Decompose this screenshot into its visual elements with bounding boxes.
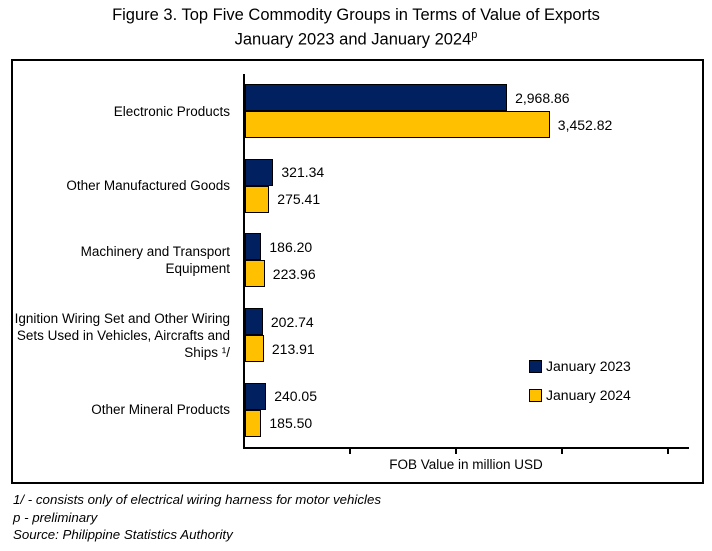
bar-group-electronic-products: Electronic Products 2,968.86 3,452.82 [13, 74, 702, 149]
bar-jan2024 [245, 185, 270, 213]
footnote-source: Source: Philippine Statistics Authority [13, 527, 233, 542]
bar-value-label: 240.05 [274, 388, 318, 405]
footnote-wiring: 1/ - consists only of electrical wiring … [13, 492, 382, 507]
legend-label: January 2024 [546, 387, 631, 403]
legend: January 2023 January 2024 [529, 358, 631, 416]
chart-title-superscript: p [471, 29, 478, 41]
footnotes: 1/ - consists only of electrical wiring … [13, 491, 381, 544]
bar-value-label: 3,452.82 [557, 116, 613, 133]
legend-label: January 2023 [546, 358, 631, 374]
bar-group-machinery-transport: Machinery and Transport Equipment 186.20… [13, 223, 702, 298]
category-label: Other Manufactured Goods [66, 178, 230, 194]
legend-swatch-jan2023 [529, 359, 542, 373]
bar-group-other-manufactured-goods: Other Manufactured Goods 321.34 275.41 [13, 149, 702, 224]
chart-title: Figure 3. Top Five Commodity Groups in T… [0, 5, 712, 50]
bar-jan2024 [245, 409, 262, 437]
chart-title-line2: January 2023 and January 2024 [234, 30, 472, 49]
category-label: Machinery and Transport Equipment [80, 244, 230, 277]
bar-value-label: 202.74 [270, 313, 314, 330]
chart-area: Electronic Products 2,968.86 3,452.82 Ot… [11, 59, 704, 484]
x-axis-tick [454, 449, 457, 454]
x-axis-tick [666, 449, 669, 454]
bar-value-label: 2,968.86 [515, 89, 570, 106]
bar-value-label: 213.91 [271, 340, 315, 357]
bar-value-label: 186.20 [269, 238, 313, 255]
x-axis-tick [560, 449, 563, 454]
bar-jan2024 [245, 111, 550, 139]
bar-jan2023 [245, 84, 508, 112]
x-axis-line [243, 447, 689, 449]
bar-value-label: 185.50 [269, 415, 313, 432]
category-label: Other Mineral Products [91, 402, 230, 418]
bar-jan2024 [245, 335, 264, 363]
category-label: Ignition Wiring Set and Other Wiring Set… [14, 310, 230, 360]
legend-item-jan2024: January 2024 [529, 387, 631, 403]
bar-group-ignition-wiring: Ignition Wiring Set and Other Wiring Set… [13, 298, 702, 373]
bar-group-other-mineral-products: Other Mineral Products 240.05 185.50 [13, 372, 702, 447]
category-label: Electronic Products [113, 103, 230, 119]
x-axis-tick [348, 449, 351, 454]
x-axis-title: FOB Value in million USD [389, 457, 543, 472]
bar-value-label: 223.96 [272, 265, 316, 282]
bar-jan2023 [245, 382, 267, 410]
bar-jan2023 [245, 308, 263, 336]
bar-value-label: 321.34 [281, 164, 325, 181]
y-axis-line [243, 74, 245, 449]
bar-jan2023 [245, 233, 262, 261]
footnote-preliminary: p - preliminary [13, 509, 98, 525]
legend-swatch-jan2024 [529, 388, 542, 402]
bar-jan2023 [245, 158, 274, 186]
x-axis-ticks [243, 449, 689, 455]
chart-title-line1: Figure 3. Top Five Commodity Groups in T… [112, 6, 600, 24]
bar-jan2024 [245, 260, 265, 288]
legend-item-jan2023: January 2023 [529, 358, 631, 374]
bar-value-label: 275.41 [277, 191, 321, 208]
